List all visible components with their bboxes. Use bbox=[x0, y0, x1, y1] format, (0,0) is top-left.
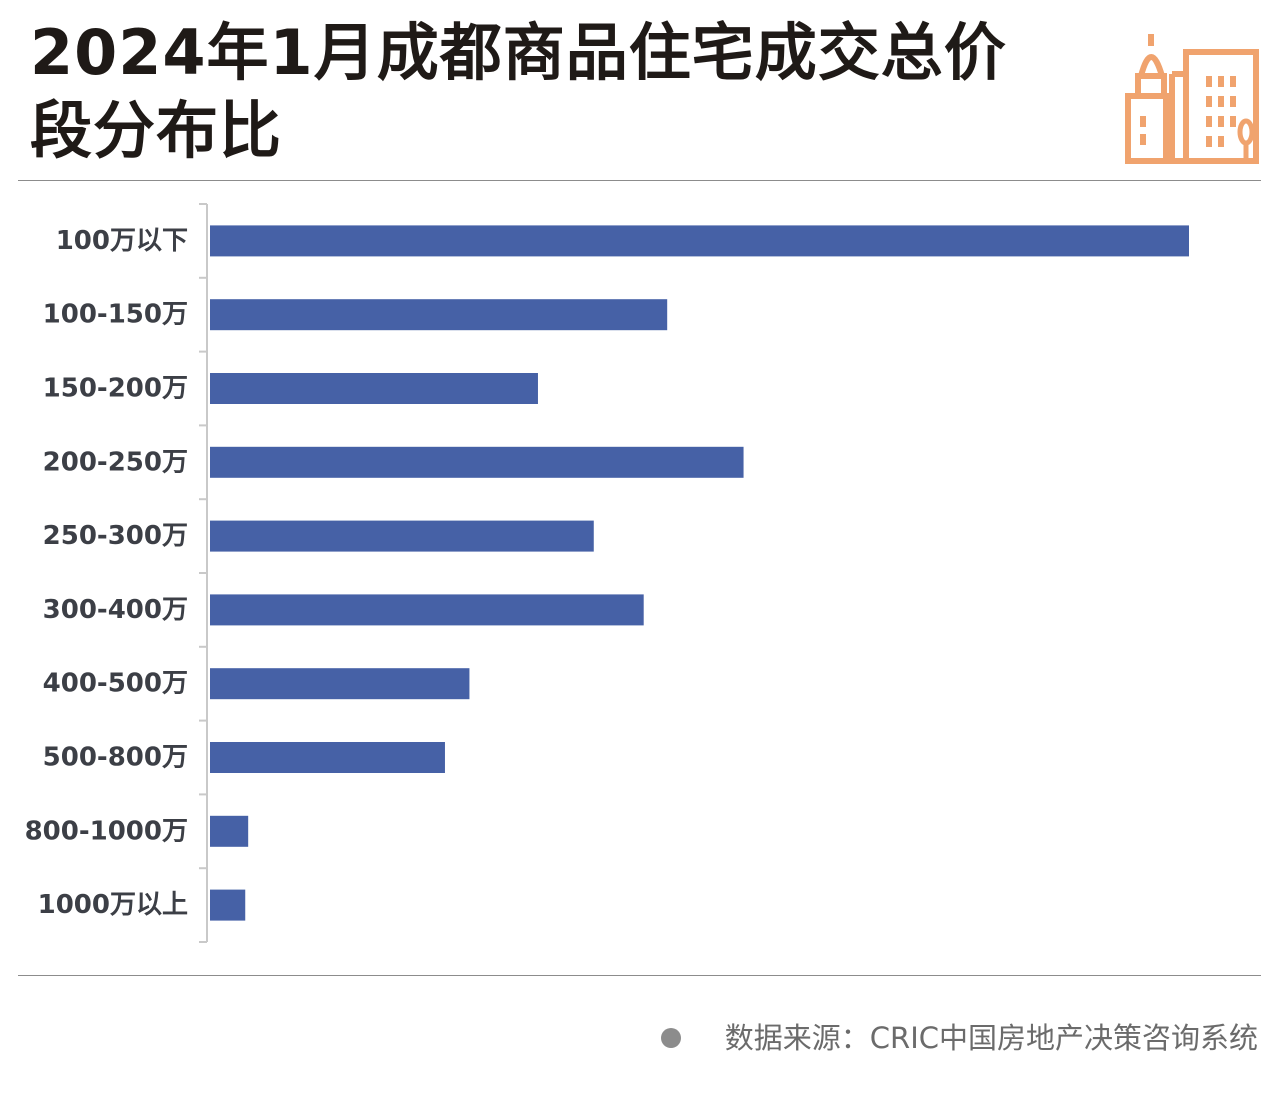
bar bbox=[210, 446, 744, 478]
top-divider bbox=[18, 180, 1261, 181]
category-label: 150-200万 bbox=[43, 374, 188, 404]
category-label: 300-400万 bbox=[43, 595, 188, 625]
source-text: 数据来源：CRIC中国房地产决策咨询系统 bbox=[724, 1021, 1258, 1055]
category-label: 250-300万 bbox=[43, 521, 188, 551]
category-label: 1000万以上 bbox=[38, 890, 188, 920]
category-label: 100-150万 bbox=[43, 300, 188, 330]
category-label: 200-250万 bbox=[43, 447, 188, 477]
category-label: 800-1000万 bbox=[25, 816, 188, 846]
source-note: 数据来源：CRIC中国房地产决策咨询系统 bbox=[660, 1016, 1258, 1060]
bar bbox=[210, 594, 644, 626]
bar bbox=[210, 373, 538, 404]
bar bbox=[210, 889, 246, 921]
buildings-icon bbox=[1125, 34, 1259, 164]
bottom-divider bbox=[18, 975, 1261, 976]
bar bbox=[210, 815, 249, 847]
bar bbox=[210, 520, 594, 552]
bar bbox=[210, 742, 445, 773]
bar bbox=[210, 225, 1189, 257]
dot-icon bbox=[660, 1028, 681, 1048]
category-label: 500-800万 bbox=[43, 743, 188, 773]
title-line-2: 段分布比 bbox=[30, 94, 283, 167]
bar-chart: 100万以下 100-150万 150-200万 200-250万 250-300万 30… bbox=[25, 203, 1189, 943]
bar bbox=[210, 299, 668, 331]
chart-title: 2024年1月成都商品住宅成交总价 段分布比 bbox=[30, 14, 1090, 170]
title-line-1: 2024年1月成都商品住宅成交总价 bbox=[30, 16, 1007, 89]
category-label: 100万以下 bbox=[56, 226, 188, 256]
bar bbox=[210, 668, 470, 700]
category-label: 400-500万 bbox=[43, 669, 188, 699]
